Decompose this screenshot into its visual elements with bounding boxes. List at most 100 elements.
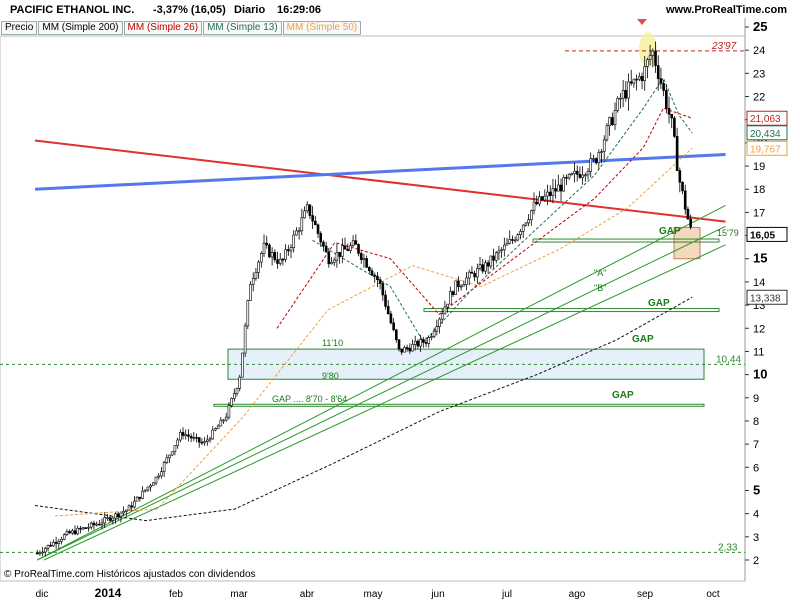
candle	[281, 258, 285, 261]
trend-line	[34, 139, 726, 223]
gap-line-8-70	[213, 403, 705, 407]
candle	[646, 59, 649, 67]
candle	[127, 505, 131, 511]
axis-badge-label: 20,434	[750, 129, 781, 140]
annotation: 15'79	[717, 228, 739, 238]
candle	[656, 65, 660, 79]
candle	[494, 252, 498, 261]
candle	[486, 262, 490, 267]
candle	[106, 517, 109, 519]
candle	[162, 462, 166, 472]
candle	[689, 218, 692, 228]
candle	[173, 445, 177, 453]
candle	[354, 240, 358, 245]
legend-price[interactable]: Precio	[1, 21, 38, 35]
candle	[449, 291, 452, 305]
candle	[351, 240, 355, 246]
candle	[214, 428, 217, 431]
candle	[241, 352, 244, 378]
candle	[432, 330, 436, 337]
candle	[287, 249, 290, 252]
candle	[149, 485, 152, 488]
candle	[165, 457, 169, 463]
legend-sma200[interactable]: MM (Simple 200)	[38, 21, 123, 35]
candle	[613, 110, 617, 125]
candle	[38, 552, 42, 555]
candle	[100, 522, 104, 525]
footer-text: © ProRealTime.com Históricos ajustados c…	[4, 569, 256, 580]
ticker-name: PACIFIC ETHANOL INC.	[10, 4, 135, 16]
candle	[608, 117, 611, 127]
candle	[540, 196, 544, 201]
time-label: 16:29:06	[277, 4, 322, 16]
axis-badge	[746, 110, 788, 126]
candle	[346, 248, 350, 251]
candle	[195, 436, 198, 439]
candle	[476, 268, 479, 278]
candle	[484, 262, 487, 272]
candle	[81, 527, 85, 530]
legend-sma26[interactable]: MM (Simple 26)	[123, 21, 203, 35]
top-marker-icon	[637, 19, 647, 25]
candle	[303, 210, 306, 219]
candle	[621, 89, 625, 99]
candle	[322, 241, 325, 247]
candle	[133, 500, 136, 508]
candle	[422, 339, 425, 343]
candle	[297, 230, 301, 233]
candle	[554, 188, 557, 192]
candle	[257, 261, 260, 273]
candle	[35, 552, 39, 555]
axis-badge-label: 16,05	[750, 230, 775, 241]
candle	[624, 89, 628, 99]
candle	[551, 188, 555, 196]
candle	[44, 548, 47, 553]
candle	[389, 313, 393, 324]
annotation: "B"	[594, 283, 606, 293]
legend-sma50[interactable]: MM (Simple 50)	[282, 21, 362, 35]
candle	[503, 244, 506, 251]
candle	[357, 244, 360, 254]
candle	[197, 437, 201, 443]
candle	[284, 249, 287, 260]
candles	[35, 41, 692, 557]
candle	[249, 284, 252, 301]
candle	[265, 242, 269, 246]
candle	[629, 81, 633, 84]
candle	[362, 258, 366, 260]
candle	[349, 245, 352, 251]
candle	[567, 173, 571, 179]
candle	[230, 398, 233, 406]
candle	[662, 83, 665, 91]
candle	[511, 239, 514, 241]
candle	[222, 419, 225, 422]
candle	[154, 476, 158, 484]
candle	[427, 337, 431, 344]
candle	[119, 512, 123, 518]
candle	[98, 523, 101, 526]
candle	[157, 475, 161, 478]
candle	[602, 139, 606, 152]
candle	[338, 251, 341, 257]
candle	[319, 233, 323, 243]
candle	[238, 376, 242, 389]
candle	[135, 496, 139, 502]
candle	[359, 253, 363, 260]
candle	[179, 432, 182, 441]
candle	[384, 294, 387, 307]
level-label: 2,33	[718, 542, 738, 553]
legend-sma13[interactable]: MM (Simple 13)	[203, 21, 282, 35]
candle	[289, 247, 293, 252]
annotation: GAP	[648, 298, 670, 309]
sma50-line	[54, 147, 693, 517]
candle	[316, 224, 320, 234]
candle	[513, 239, 517, 242]
candle	[332, 259, 336, 263]
x-tick-label: dic	[36, 589, 49, 600]
candle	[254, 272, 258, 279]
candle	[141, 490, 144, 499]
candle	[235, 388, 239, 394]
candle	[208, 438, 212, 441]
channel-line	[37, 225, 726, 561]
